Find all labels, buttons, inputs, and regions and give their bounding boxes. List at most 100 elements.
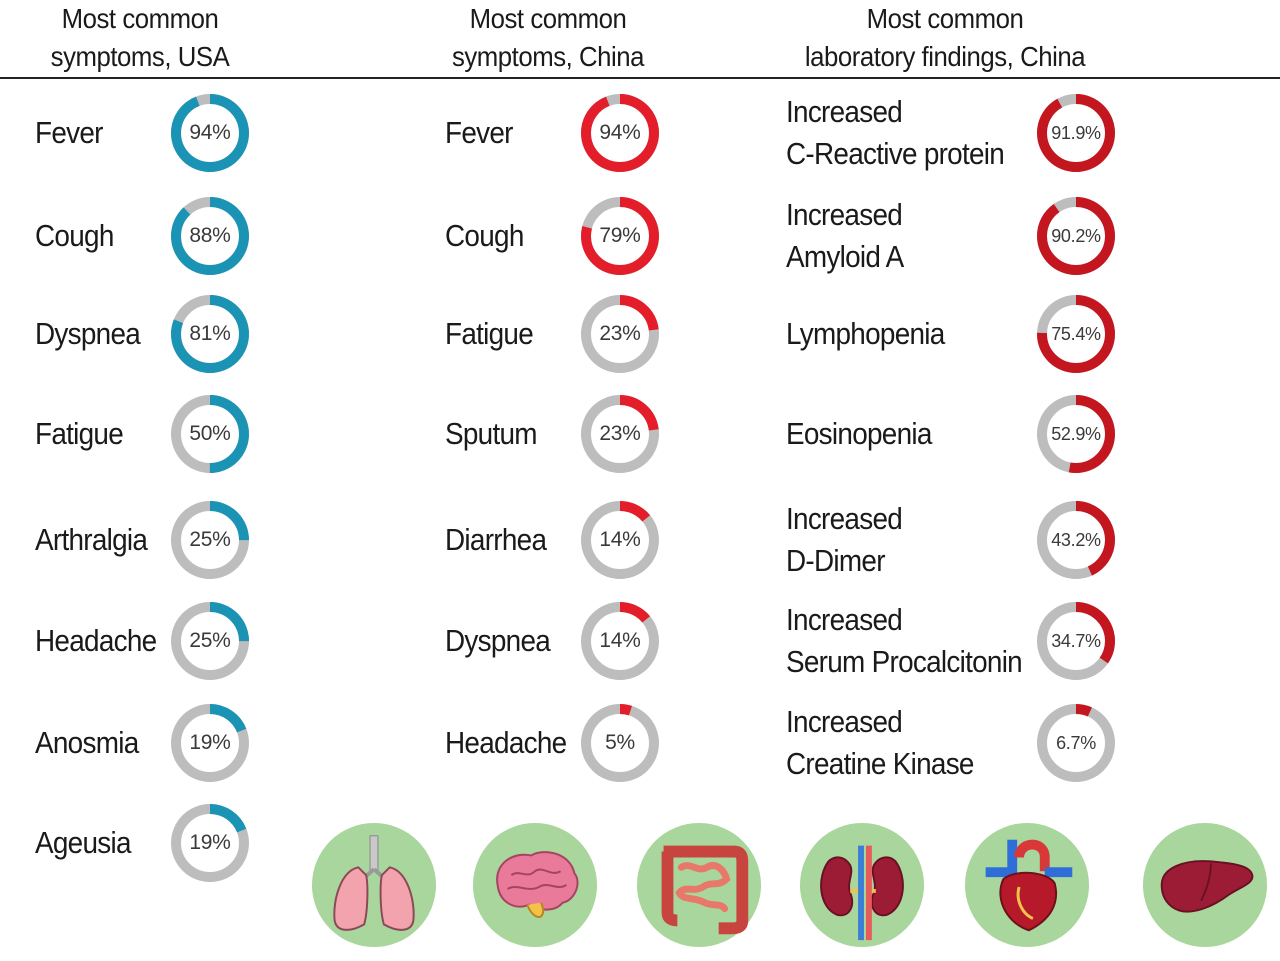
donut-svg (1037, 395, 1115, 473)
donut-value-arc (1037, 395, 1115, 473)
donut-mark: 14% (578, 498, 662, 582)
donut-mark: 94% (168, 91, 252, 175)
donut-value-arc (1037, 602, 1115, 680)
category-label: Increased Amyloid A (786, 197, 904, 274)
donut-svg (171, 295, 249, 373)
donut-svg (1037, 704, 1115, 782)
column-title-2: Most common laboratory findings, China (804, 3, 1086, 72)
donut-mark: 52.9% (1034, 392, 1118, 476)
donut-svg (1037, 94, 1115, 172)
donut-value-label: 14% (599, 629, 641, 652)
donut-value-arc (581, 94, 659, 172)
category-label: Fever (445, 115, 513, 150)
donut-value-label: 25% (189, 629, 231, 652)
donut-svg (1037, 197, 1115, 275)
donut-svg (581, 602, 659, 680)
category-label: Cough (445, 218, 524, 253)
donut-value-arc (581, 704, 659, 782)
heart-icon (964, 822, 1090, 948)
donut-value-arc (1037, 295, 1115, 373)
donut-value-label: 23% (599, 422, 641, 445)
category-label: Headache (35, 623, 157, 658)
donut-value-arc (581, 295, 659, 373)
donut-mark: 81% (168, 292, 252, 376)
donut-value-label: 75.4% (1051, 323, 1101, 344)
category-label: Increased C-Reactive protein (786, 94, 1005, 171)
donut-mark: 23% (578, 392, 662, 476)
donut-value-label: 6.7% (1056, 732, 1096, 753)
category-label: Increased Serum Procalcitonin (786, 602, 1023, 679)
donut-mark: 75.4% (1034, 292, 1118, 376)
donut-value-arc (171, 94, 249, 172)
intestines-icon (636, 822, 762, 948)
donut-svg (581, 197, 659, 275)
category-label: Lymphopenia (786, 316, 945, 351)
donut-mark: 14% (578, 599, 662, 683)
category-label: Dyspnea (35, 316, 141, 351)
donut-value-arc (581, 602, 659, 680)
donut-mark: 43.2% (1034, 498, 1118, 582)
donut-value-label: 91.9% (1051, 122, 1101, 143)
category-label: Fatigue (35, 416, 124, 451)
donut-value-arc (171, 704, 249, 782)
donut-value-arc (171, 295, 249, 373)
donut-svg (171, 501, 249, 579)
donut-value-label: 19% (189, 831, 231, 854)
donut-value-label: 23% (599, 322, 641, 345)
donut-svg (581, 94, 659, 172)
donut-value-arc (171, 197, 249, 275)
donut-value-label: 52.9% (1051, 423, 1101, 444)
donut-mark: 19% (168, 801, 252, 885)
header-rule (0, 77, 1280, 79)
category-label: Diarrhea (445, 522, 547, 557)
donut-svg (581, 704, 659, 782)
donut-mark: 94% (578, 91, 662, 175)
category-label: Increased Creatine Kinase (786, 704, 974, 781)
donut-mark: 6.7% (1034, 701, 1118, 785)
category-label: Arthralgia (35, 522, 148, 557)
donut-svg (1037, 501, 1115, 579)
donut-value-arc (1037, 197, 1115, 275)
donut-value-arc (171, 804, 249, 882)
donut-mark: 5% (578, 701, 662, 785)
donut-svg (171, 602, 249, 680)
category-label: Fatigue (445, 316, 534, 351)
donut-value-arc (1037, 501, 1115, 579)
donut-value-arc (581, 197, 659, 275)
donut-svg (581, 501, 659, 579)
donut-value-arc (171, 602, 249, 680)
category-label: Cough (35, 218, 114, 253)
category-label: Anosmia (35, 725, 139, 760)
donut-svg (171, 94, 249, 172)
donut-value-label: 34.7% (1051, 630, 1101, 651)
donut-value-label: 81% (189, 322, 231, 345)
column-title-0: Most common symptoms, USA (50, 3, 230, 72)
donut-svg (171, 197, 249, 275)
donut-mark: 19% (168, 701, 252, 785)
donut-mark: 90.2% (1034, 194, 1118, 278)
column-title-1: Most common symptoms, China (451, 3, 645, 72)
donut-mark: 25% (168, 599, 252, 683)
donut-value-label: 94% (189, 121, 231, 144)
category-label: Dyspnea (445, 623, 551, 658)
donut-svg (581, 295, 659, 373)
brain-icon (472, 822, 598, 948)
donut-svg (1037, 602, 1115, 680)
donut-value-arc (171, 501, 249, 579)
kidneys-icon (799, 822, 925, 948)
category-label: Increased D-Dimer (786, 501, 903, 578)
donut-svg (1037, 295, 1115, 373)
donut-value-arc (581, 501, 659, 579)
donut-value-arc (1037, 704, 1115, 782)
donut-svg (581, 395, 659, 473)
donut-mark: 91.9% (1034, 91, 1118, 175)
donut-mark: 79% (578, 194, 662, 278)
category-label: Ageusia (35, 825, 132, 860)
donut-value-label: 90.2% (1051, 225, 1101, 246)
category-label: Eosinopenia (786, 416, 932, 451)
donut-mark: 34.7% (1034, 599, 1118, 683)
donut-value-label: 19% (189, 731, 231, 754)
donut-value-label: 25% (189, 528, 231, 551)
donut-mark: 25% (168, 498, 252, 582)
donut-svg (171, 704, 249, 782)
